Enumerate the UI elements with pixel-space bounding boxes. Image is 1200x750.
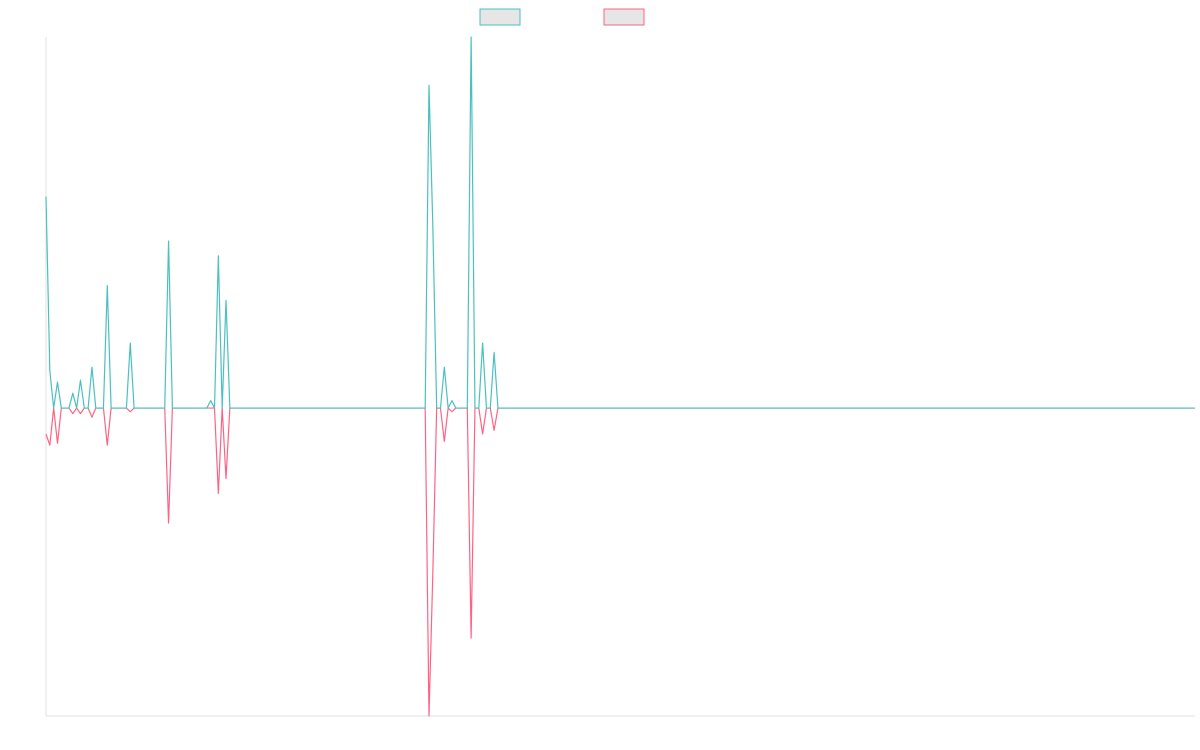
series-line: [45, 407, 1195, 717]
legend-swatch: [603, 8, 645, 26]
legend-swatch: [479, 8, 521, 26]
series-line: [45, 36, 1195, 409]
